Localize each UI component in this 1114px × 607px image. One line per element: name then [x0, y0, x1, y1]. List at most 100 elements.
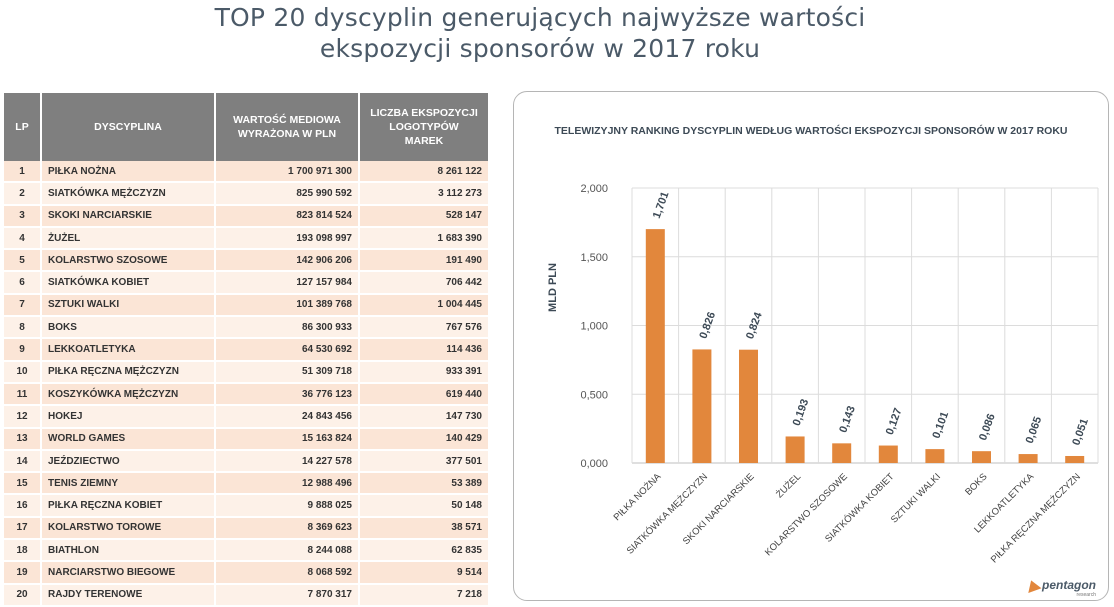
table-row: 12 HOKEJ 24 843 456 147 730 — [4, 406, 488, 429]
row-lp: 10 — [4, 361, 42, 384]
row-exposure-count: 147 730 — [360, 406, 488, 429]
row-discipline: NARCIARSTWO BIEGOWE — [42, 562, 216, 585]
table-row: 3 SKOKI NARCIARSKIE 823 814 524 528 147 — [4, 205, 488, 228]
bar-value-label: 0,193 — [791, 398, 812, 428]
row-lp: 6 — [4, 272, 42, 295]
x-tick-label: PIŁKA NOŻNA — [612, 471, 664, 523]
row-media-value: 8 369 623 — [216, 517, 360, 541]
row-exposure-count: 619 440 — [360, 383, 488, 407]
table-row: 2 SIATKÓWKA MĘŻCZYZN 825 990 592 3 112 273 — [4, 183, 488, 206]
row-lp: 7 — [4, 294, 42, 318]
table-row: 19 NARCIARSTWO BIEGOWE 8 068 592 9 514 — [4, 562, 488, 585]
table-row: 4 ŻUŻEL 193 098 997 1 683 390 — [4, 227, 488, 251]
row-exposure-count: 377 501 — [360, 450, 488, 474]
row-lp: 17 — [4, 517, 42, 541]
page-title-line2: ekspozycji sponsorów w 2017 roku — [319, 34, 761, 63]
table-row: 10 PIŁKA RĘCZNA MĘŻCZYZN 51 309 718 933 391 — [4, 361, 488, 384]
row-discipline: SZTUKI WALKI — [42, 294, 216, 318]
row-discipline: KOLARSTWO SZOSOWE — [42, 250, 216, 273]
table-row: 17 KOLARSTWO TOROWE 8 369 623 38 571 — [4, 517, 488, 541]
row-media-value: 825 990 592 — [216, 183, 360, 206]
row-exposure-count: 528 147 — [360, 205, 488, 228]
header-exposure-count: LICZBA EKSPOZYCJI LOGOTYPÓW MAREK — [360, 93, 488, 161]
pentagon-logo: pentagon research — [1024, 577, 1096, 598]
pentagon-logo-text: pentagon — [1042, 578, 1096, 592]
row-exposure-count: 53 389 — [360, 473, 488, 496]
chart-title: TELEWIZYJNY RANKING DYSCYPLIN WEDŁUG WAR… — [554, 124, 1067, 137]
row-discipline: PIŁKA RĘCZNA MĘŻCZYZN — [42, 361, 216, 384]
row-media-value: 86 300 933 — [216, 317, 360, 340]
row-lp: 9 — [4, 339, 42, 362]
table-row: 14 JEŹDZIECTWO 14 227 578 377 501 — [4, 450, 488, 474]
row-media-value: 24 843 456 — [216, 406, 360, 429]
row-media-value: 51 309 718 — [216, 361, 360, 384]
row-exposure-count: 1 004 445 — [360, 294, 488, 318]
table-row: 13 WORLD GAMES 15 163 824 140 429 — [4, 428, 488, 451]
row-lp: 20 — [4, 584, 42, 607]
row-media-value: 64 530 692 — [216, 339, 360, 362]
header-media-value: WARTOŚĆ MEDIOWA WYRAŻONA W PLN — [216, 93, 360, 161]
page-title-line1: TOP 20 dyscyplin generujących najwyższe … — [214, 3, 866, 32]
row-discipline: TENIS ZIEMNY — [42, 473, 216, 496]
row-discipline: BOKS — [42, 317, 216, 340]
header-exposure-count-line3: MAREK — [404, 135, 444, 147]
row-media-value: 127 157 984 — [216, 272, 360, 295]
x-tick-label: KOLARSTWO SZOSOWE — [763, 471, 850, 558]
row-exposure-count: 933 391 — [360, 361, 488, 384]
table-row: 20 RAJDY TERENOWE 7 870 317 7 218 — [4, 584, 488, 607]
row-media-value: 12 988 496 — [216, 473, 360, 496]
header-media-value-line2: WYRAŻONA W PLN — [237, 128, 337, 140]
row-exposure-count: 62 835 — [360, 540, 488, 563]
table-row: 7 SZTUKI WALKI 101 389 768 1 004 445 — [4, 294, 488, 318]
header-discipline: DYSCYPLINA — [42, 93, 216, 161]
y-tick-label: 1,500 — [580, 252, 608, 264]
header-lp: LP — [4, 93, 42, 161]
row-exposure-count: 767 576 — [360, 317, 488, 340]
row-exposure-count: 3 112 273 — [360, 183, 488, 206]
x-tick-label: SZTUKI WALKI — [889, 471, 943, 525]
row-media-value: 1 700 971 300 — [216, 161, 360, 184]
row-lp: 1 — [4, 161, 42, 184]
row-discipline: LEKKOATLETYKA — [42, 339, 216, 362]
row-exposure-count: 1 683 390 — [360, 227, 488, 251]
bar — [692, 349, 712, 463]
row-media-value: 193 098 997 — [216, 227, 360, 251]
row-exposure-count: 706 442 — [360, 272, 488, 295]
bar-chart: TELEWIZYJNY RANKING DYSCYPLIN WEDŁUG WAR… — [547, 124, 1099, 565]
row-lp: 15 — [4, 473, 42, 496]
row-discipline: ŻUŻEL — [42, 227, 216, 251]
table-body: 1 PIŁKA NOŻNA 1 700 971 300 8 261 122 2 SIATK… — [4, 161, 488, 607]
bar — [739, 349, 758, 463]
row-media-value: 8 244 088 — [216, 540, 360, 563]
table-row: 8 BOKS 86 300 933 767 576 — [4, 317, 488, 340]
bar — [878, 445, 898, 463]
bar-value-label: 0,143 — [837, 404, 858, 434]
y-tick-label: 2,000 — [580, 183, 608, 195]
row-media-value: 8 068 592 — [216, 562, 360, 585]
bar-value-label: 0,051 — [1070, 417, 1091, 447]
row-discipline: WORLD GAMES — [42, 428, 216, 451]
row-discipline: SKOKI NARCIARSKIE — [42, 205, 216, 228]
row-discipline: SIATKÓWKA MĘŻCZYZN — [42, 183, 216, 206]
x-tick-label: SIATKÓWKA MĘŻCZYZN — [625, 471, 710, 556]
row-discipline: HOKEJ — [42, 406, 216, 429]
bar — [645, 229, 665, 463]
row-discipline: SIATKÓWKA KOBIET — [42, 272, 216, 295]
table-row: 1 PIŁKA NOŻNA 1 700 971 300 8 261 122 — [4, 161, 488, 184]
table-header-row: LP DYSCYPLINA WARTOŚĆ MEDIOWA WYRAŻONA W… — [4, 93, 488, 161]
row-exposure-count: 7 218 — [360, 584, 488, 607]
row-lp: 19 — [4, 562, 42, 585]
table-row: 18 BIATHLON 8 244 088 62 835 — [4, 540, 488, 563]
table-row: 15 TENIS ZIEMNY 12 988 496 53 389 — [4, 473, 488, 496]
y-tick-label: 1,000 — [580, 321, 608, 333]
x-tick-label: PIŁKA RĘCZNA MĘŻCZYZN — [989, 471, 1083, 565]
row-media-value: 823 814 524 — [216, 205, 360, 228]
row-lp: 5 — [4, 250, 42, 273]
row-media-value: 14 227 578 — [216, 450, 360, 474]
bar — [1065, 455, 1085, 463]
bar — [785, 436, 805, 463]
bar-value-label: 0,101 — [930, 410, 951, 440]
row-lp: 4 — [4, 227, 42, 251]
x-tick-label: ŻUŻEL — [774, 471, 803, 500]
bar — [972, 451, 991, 463]
